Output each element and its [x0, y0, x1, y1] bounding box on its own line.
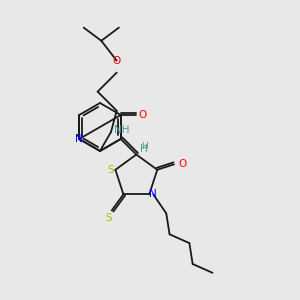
Text: N: N: [149, 189, 157, 200]
Text: O: O: [178, 159, 186, 169]
Text: N: N: [75, 134, 83, 144]
Text: H: H: [140, 144, 148, 154]
Text: N: N: [75, 134, 83, 144]
Text: H: H: [141, 142, 148, 151]
Text: O: O: [112, 56, 121, 66]
Text: NH: NH: [114, 125, 130, 135]
Text: O: O: [138, 110, 146, 120]
Text: S: S: [106, 213, 112, 224]
Text: S: S: [107, 165, 114, 175]
